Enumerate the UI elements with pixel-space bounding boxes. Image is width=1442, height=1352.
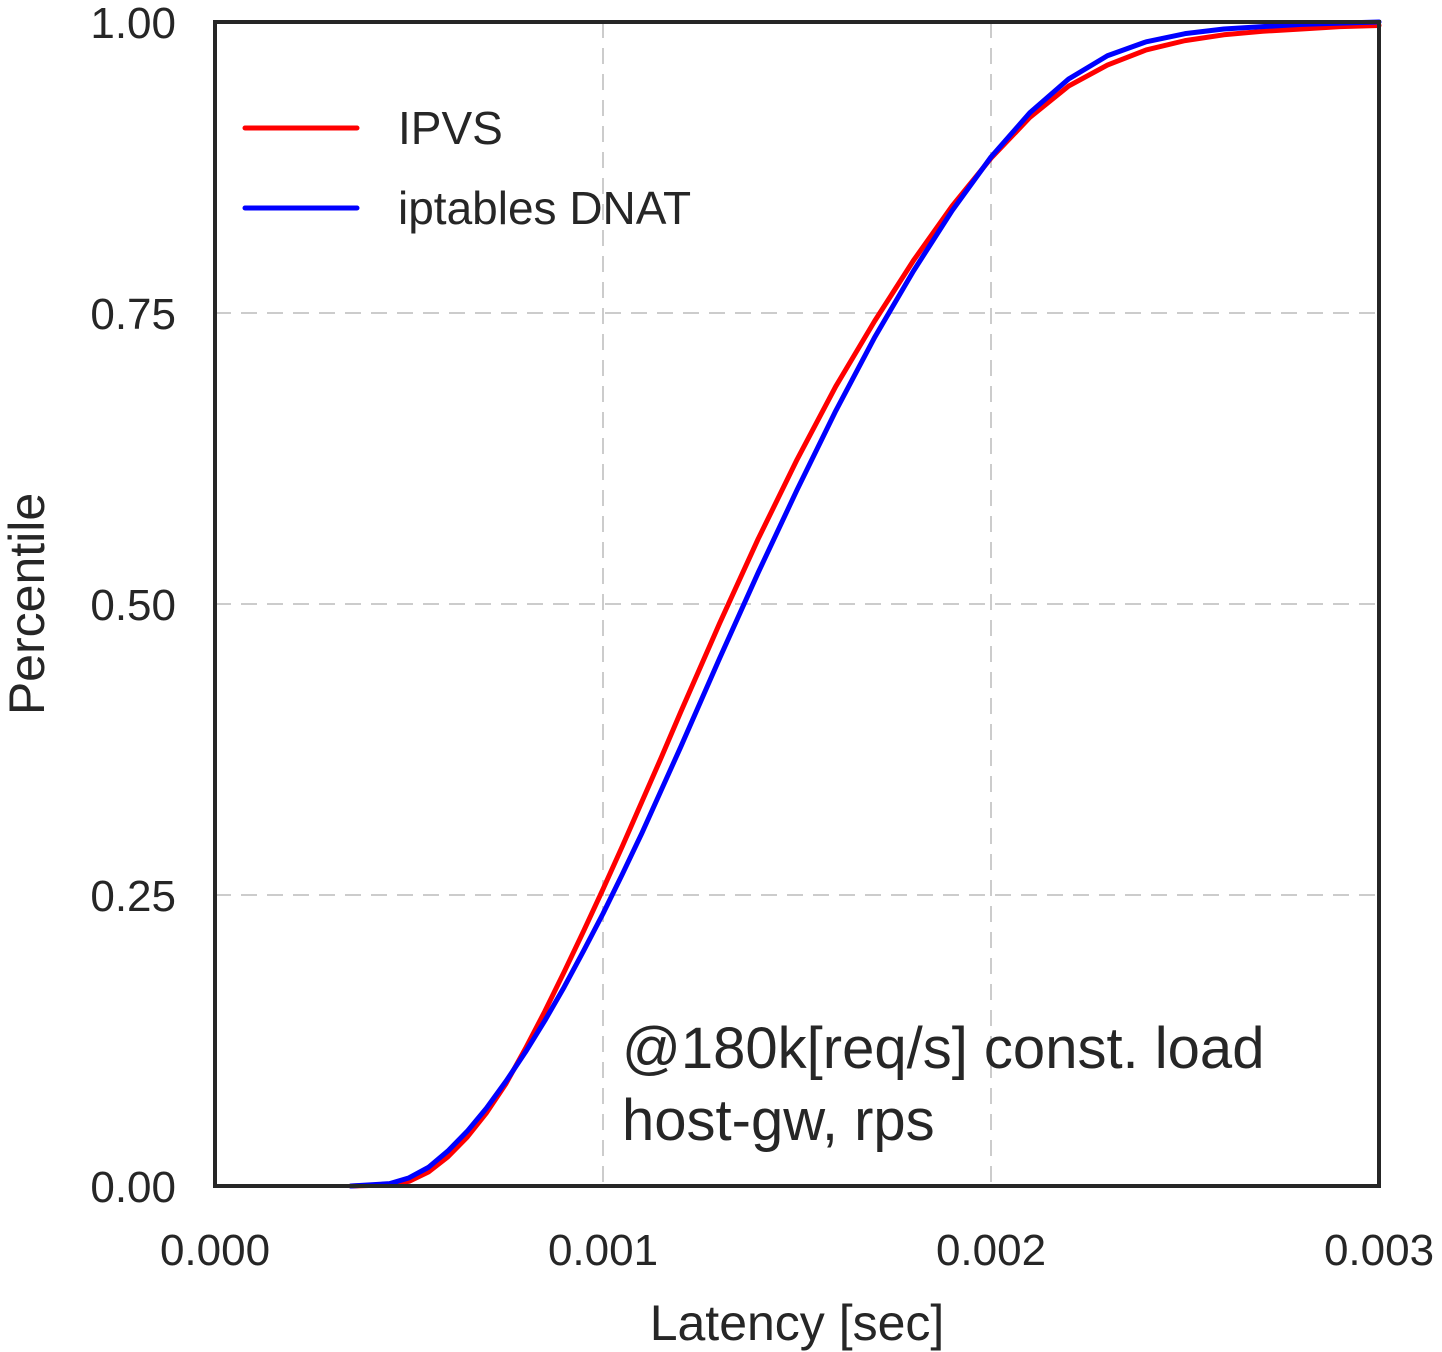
legend: IPVS iptables DNAT xyxy=(242,102,691,234)
legend-label-iptables-dnat: iptables DNAT xyxy=(398,182,691,234)
legend-label-ipvs: IPVS xyxy=(398,102,503,154)
x-tick-label: 0.003 xyxy=(1324,1226,1434,1275)
plot-frame xyxy=(213,20,1381,1188)
y-tick-labels: 0.00 0.25 0.50 0.75 1.00 xyxy=(90,0,176,1212)
y-tick-label: 0.75 xyxy=(90,290,176,339)
series-line-iptables-dnat xyxy=(348,19,1382,1189)
y-tick-label: 0.50 xyxy=(90,581,176,630)
annotation-line-2: host-gw, rps xyxy=(622,1088,935,1153)
x-tick-label: 0.001 xyxy=(548,1226,658,1275)
y-tick-label: 0.25 xyxy=(90,872,176,921)
grid xyxy=(215,22,1379,1186)
x-tick-label: 0.000 xyxy=(160,1226,270,1275)
x-tick-labels: 0.000 0.001 0.002 0.003 xyxy=(160,1226,1434,1275)
y-axis-label: Percentile xyxy=(0,493,55,715)
x-tick-label: 0.002 xyxy=(936,1226,1046,1275)
y-tick-label: 0.00 xyxy=(90,1163,176,1212)
y-tick-label: 1.00 xyxy=(90,0,176,48)
series-line-ipvs xyxy=(348,22,1382,1189)
series-group xyxy=(348,19,1382,1189)
annotation-line-1: @180k[req/s] const. load xyxy=(622,1016,1264,1081)
x-axis-label: Latency [sec] xyxy=(650,1295,945,1351)
